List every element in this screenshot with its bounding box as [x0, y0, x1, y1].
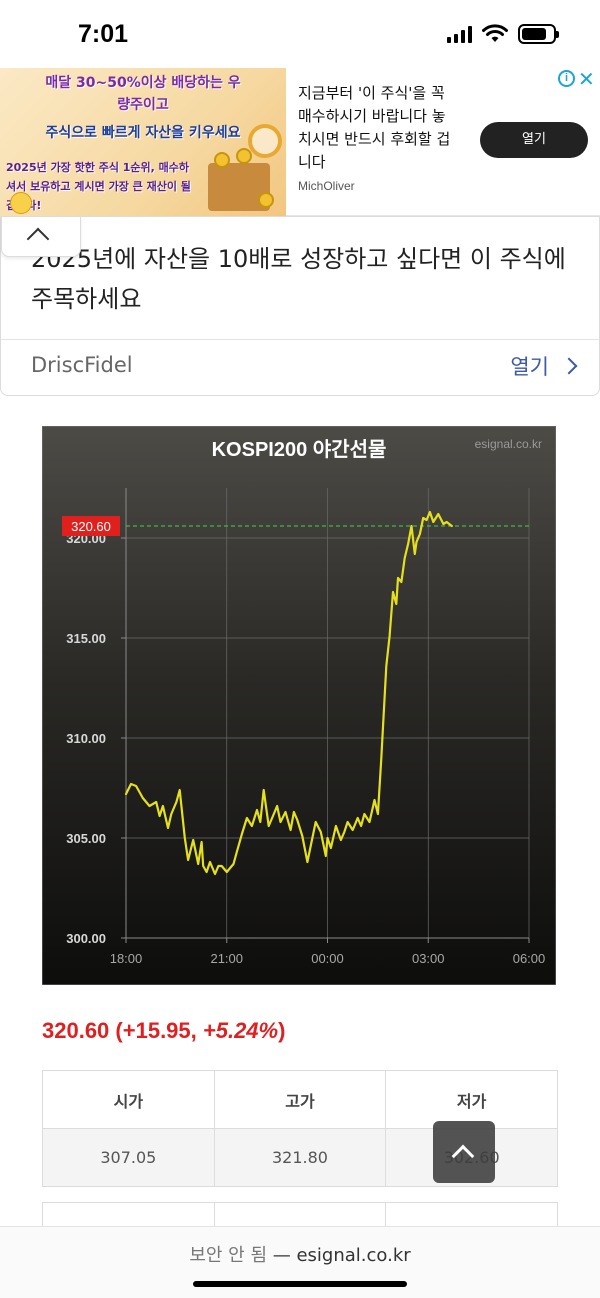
- coin-icon: [236, 148, 252, 164]
- current-price-label: 320.60: [71, 519, 111, 534]
- second-table-peek: [42, 1202, 558, 1232]
- ad-card[interactable]: 2025년에 자산을 10배로 성장하고 싶다면 이 주식에 주목하세요 Dri…: [0, 216, 600, 396]
- quote-line: 320.60 (+15.95, +5.24%): [42, 1018, 285, 1044]
- ad-text[interactable]: 지금부터 '이 주식'을 꼭 매수하시기 바랍니다 놓치시면 반드시 후회할 겁…: [298, 84, 451, 171]
- high-header: 고가: [213, 1070, 387, 1129]
- scroll-to-top-button[interactable]: [433, 1121, 495, 1183]
- ohl-table: 시가 고가 저가 307.05 321.80 302.60: [42, 1070, 558, 1187]
- status-time: 7:01: [78, 20, 129, 48]
- y-tick-label: 315.00: [66, 631, 106, 646]
- quote-change-pct: +5.24%: [202, 1018, 279, 1043]
- chart-background: [42, 426, 556, 985]
- ad-banner-line2: 량주이고: [117, 97, 169, 113]
- coin-icon: [258, 192, 274, 208]
- quote-price: 320.60: [42, 1018, 110, 1043]
- ad-banner-line1: 매달 30~50%이상 배당하는 우: [45, 75, 241, 91]
- ad-banner-image[interactable]: 매달 30~50%이상 배당하는 우 량주이고 주식으로 빠르게 자산을 키우세…: [0, 68, 286, 216]
- ad-card-brand: DriscFidel: [31, 353, 133, 377]
- table-header-row: 시가 고가 저가: [42, 1070, 558, 1129]
- y-tick-label: 310.00: [66, 731, 106, 746]
- ad-banner-line3: 주식으로 빠르게 자산을 키우세요: [45, 125, 241, 141]
- url-text[interactable]: 보안 안 됨 — esignal.co.kr: [0, 1241, 600, 1267]
- low-header: 저가: [385, 1070, 558, 1129]
- x-tick-label: 03:00: [412, 951, 445, 966]
- ad-brand: MichOliver: [298, 179, 355, 193]
- x-tick-label: 00:00: [311, 951, 344, 966]
- wifi-icon: [482, 24, 508, 42]
- current-price-badge: [62, 516, 120, 536]
- chart: KOSPI200 야간선물 esignal.co.kr 300.00 305.00…: [42, 426, 556, 985]
- ad-banner-sub: 2025년 가장 핫한 주식 1순위, 매수하셔서 보유하고 계시면 가장 큰 …: [6, 161, 191, 212]
- quote-change: (+15.95,: [115, 1018, 203, 1043]
- not-secure-label: 보안 안 됨: [189, 1245, 268, 1266]
- ad-close-icon[interactable]: ✕: [578, 69, 595, 91]
- chevron-up-icon: [451, 1144, 475, 1168]
- browser-url-bar[interactable]: 보안 안 됨 — esignal.co.kr: [0, 1226, 600, 1298]
- cellular-signal-icon: [447, 25, 472, 43]
- collapse-ad-button[interactable]: [1, 217, 81, 257]
- chart-watermark: esignal.co.kr: [475, 437, 542, 451]
- y-tick-label: 300.00: [66, 931, 106, 946]
- ad-info-icon[interactable]: i: [558, 70, 575, 87]
- chevron-up-icon: [26, 227, 50, 251]
- home-indicator[interactable]: [193, 1281, 407, 1287]
- chart-svg: KOSPI200 야간선물 esignal.co.kr 300.00 305.00…: [42, 426, 556, 985]
- battery-icon: [518, 24, 559, 44]
- open-value: 307.05: [42, 1128, 215, 1187]
- ad-card-headline[interactable]: 2025년에 자산을 10배로 성장하고 싶다면 이 주식에 주목하세요: [31, 245, 566, 313]
- table-row: 307.05 321.80 302.60: [42, 1128, 558, 1187]
- smile-emoji-icon: [10, 192, 32, 214]
- magnifier-icon: [248, 124, 282, 158]
- status-icons: [447, 24, 559, 44]
- series-line: [124, 510, 453, 876]
- y-tick-label: 305.00: [66, 831, 106, 846]
- chevron-right-icon[interactable]: [560, 357, 578, 375]
- high-value: 321.80: [213, 1128, 387, 1187]
- url-domain: esignal.co.kr: [296, 1245, 411, 1266]
- status-bar: 7:01: [0, 0, 600, 68]
- divider: [1, 339, 599, 340]
- chart-title: KOSPI200 야간선물: [212, 438, 387, 461]
- ad-card-open-link[interactable]: 열기: [510, 355, 549, 379]
- open-header: 시가: [42, 1070, 215, 1129]
- ad-top[interactable]: 매달 30~50%이상 배당하는 우 량주이고 주식으로 빠르게 자산을 키우세…: [0, 68, 600, 216]
- ad-open-button[interactable]: 열기: [480, 122, 588, 158]
- url-separator: —: [267, 1245, 297, 1266]
- x-tick-label: 06:00: [513, 951, 546, 966]
- coin-icon: [214, 152, 230, 168]
- quote-close-paren: ): [278, 1018, 286, 1043]
- x-tick-label: 21:00: [210, 951, 243, 966]
- x-tick-label: 18:00: [110, 951, 143, 966]
